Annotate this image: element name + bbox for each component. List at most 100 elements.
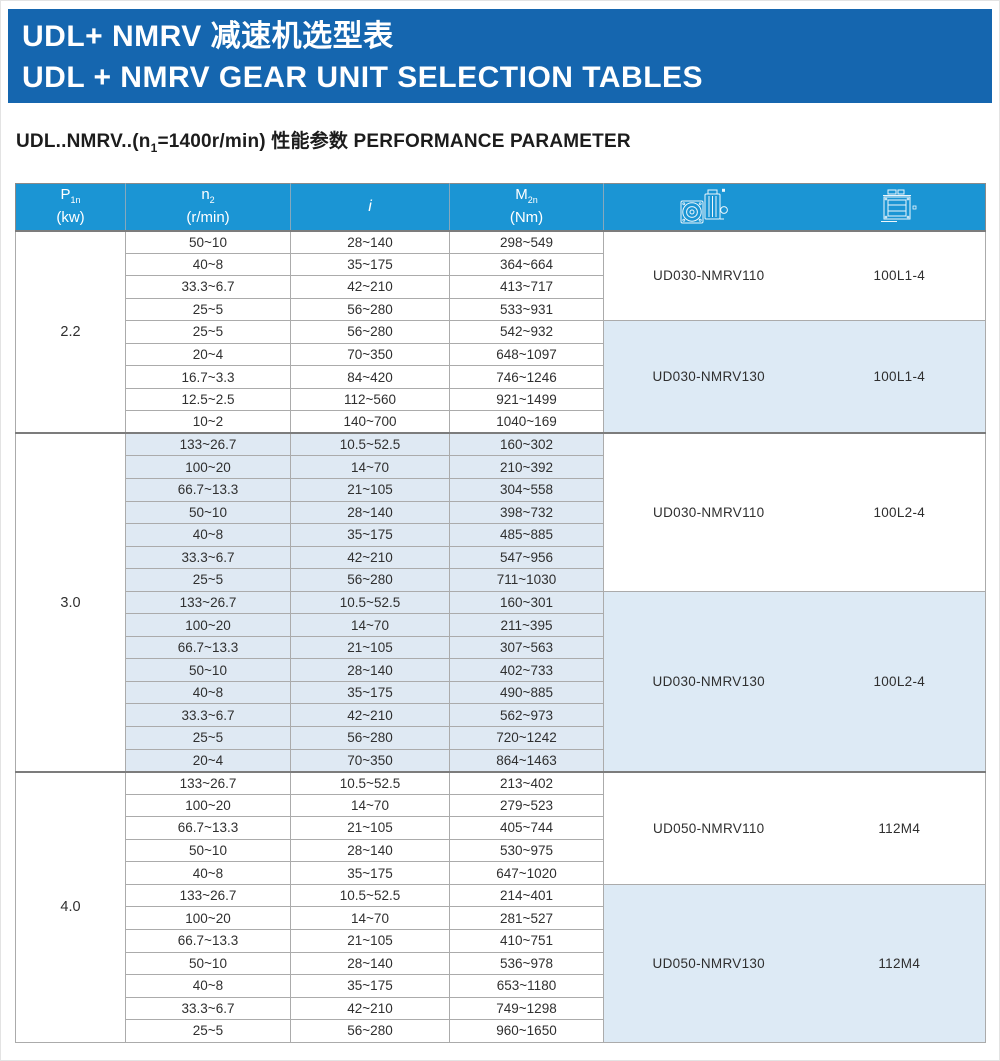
ratio-range-cell: 56~280	[290, 568, 450, 592]
torque-range-cell: 364~664	[449, 252, 604, 277]
ratio-range-cell: 10.5~52.5	[290, 590, 450, 615]
ratio-range-cell: 21~105	[290, 478, 450, 502]
torque-range-cell: 542~932	[449, 320, 604, 344]
ratio-range-cell: 56~280	[290, 320, 450, 344]
table-row: 50~10 28~140 536~978	[16, 951, 986, 976]
torque-range-cell: 562~973	[449, 703, 604, 728]
title-banner: UDL+ NMRV 减速机选型表 UDL + NMRV GEAR UNIT SE…	[8, 9, 992, 103]
gearunit-model: UD030-NMRV110	[653, 268, 765, 284]
subtitle-subscript: 1	[150, 140, 158, 155]
ratio-range-cell: 35~175	[290, 861, 450, 885]
table-row: 33.3~6.7 42~210 413~717	[16, 275, 986, 299]
torque-range-cell: 711~1030	[449, 568, 604, 592]
torque-range-cell: 864~1463	[449, 748, 604, 773]
n2-range-cell: 20~4	[125, 748, 291, 773]
torque-range-cell: 214~401	[449, 883, 604, 908]
power-group-cell: 4.0	[15, 770, 126, 1043]
header-row: P1n (kw) n2 (r/min) i M2n (Nm)	[15, 183, 986, 231]
model-motor-cell: UD050-NMRV110 112M4	[603, 770, 986, 885]
gearunit-model: UD030-NMRV130	[652, 369, 765, 385]
torque-range-cell: 281~527	[449, 906, 604, 930]
motor-icon-wrap	[814, 188, 985, 226]
torque-range-cell: 921~1499	[449, 387, 604, 412]
n2-range-cell: 66.7~13.3	[125, 635, 291, 660]
ratio-range-cell: 56~280	[290, 1019, 450, 1043]
n2-range-cell: 40~8	[125, 974, 291, 998]
ratio-range-cell: 21~105	[290, 816, 450, 840]
table-row: 25~5 56~280 711~1030	[16, 568, 986, 592]
table-row: 3.0 133~26.7 10.5~52.5 160~302 UD030-NMRV110…	[15, 432, 986, 773]
table-row: 20~4 70~350 648~1097	[16, 342, 986, 367]
torque-range-cell: 490~885	[449, 680, 604, 705]
table-row: 40~8 35~175 647~1020	[16, 861, 986, 885]
subtitle-suffix: =1400r/min) 性能参数 PERFORMANCE PARAMETER	[157, 131, 631, 152]
n2-range-cell: 40~8	[125, 861, 291, 885]
table-row: 16.7~3.3 84~420 746~1246	[16, 365, 986, 389]
ratio-range-cell: 42~210	[290, 545, 450, 570]
table-row: 2.2 50~10 28~140 298~549 UD030-NMRV110 100L1-…	[15, 229, 986, 434]
ratio-range-cell: 35~175	[290, 680, 450, 705]
table-row: 40~8 35~175 364~664	[16, 252, 986, 277]
torque-range-cell: 398~732	[449, 500, 604, 525]
torque-range-cell: 410~751	[449, 928, 604, 953]
n2-range-cell: 20~4	[125, 342, 291, 367]
page-title-en: UDL + NMRV GEAR UNIT SELECTION TABLES	[22, 61, 704, 94]
n2-range-cell: 66.7~13.3	[125, 478, 291, 502]
ratio-range-cell: 28~140	[290, 951, 450, 976]
ratio-range-cell: 14~70	[290, 793, 450, 818]
n2-range-cell: 40~8	[125, 680, 291, 705]
ratio-range-cell: 84~420	[290, 365, 450, 389]
ratio-range-cell: 28~140	[290, 500, 450, 525]
ratio-range-cell: 140~700	[290, 410, 450, 434]
gearunit-model: UD050-NMRV110	[653, 820, 765, 836]
torque-range-cell: 211~395	[449, 613, 604, 637]
gearunit-model: UD030-NMRV130	[652, 673, 765, 689]
motor-model: 100L1-4	[873, 369, 926, 385]
ratio-range-cell: 28~140	[290, 658, 450, 682]
ratio-range-cell: 35~175	[290, 523, 450, 547]
torque-range-cell: 648~1097	[449, 342, 604, 367]
ratio-range-cell: 70~350	[290, 342, 450, 367]
table-body: 2.2 50~10 28~140 298~549 UD030-NMRV110 100L1-…	[15, 229, 986, 1043]
ratio-range-cell: 56~280	[290, 297, 450, 322]
n2-range-cell: 16.7~3.3	[125, 365, 291, 389]
n2-range-cell: 25~5	[125, 726, 291, 750]
table-row: 50~10 28~140 402~733	[16, 658, 986, 682]
ratio-range-cell: 28~140	[290, 838, 450, 863]
torque-range-cell: 413~717	[449, 275, 604, 299]
ratio-range-cell: 42~210	[290, 703, 450, 728]
n2-range-cell: 40~8	[125, 523, 291, 547]
model-motor-cell: UD030-NMRV130 100L2-4	[603, 590, 986, 773]
n2-range-cell: 100~20	[125, 906, 291, 930]
torque-range-cell: 547~956	[449, 545, 604, 570]
torque-range-cell: 307~563	[449, 635, 604, 660]
page-title-zh: UDL+ NMRV 减速机选型表	[22, 20, 394, 53]
table-row: 25~5 56~280 533~931	[16, 297, 986, 322]
ratio-range-cell: 10.5~52.5	[290, 883, 450, 908]
torque-range-cell: 536~978	[449, 951, 604, 976]
n2-range-cell: 133~26.7	[125, 770, 291, 795]
ratio-range-cell: 10.5~52.5	[290, 770, 450, 795]
torque-range-cell: 213~402	[449, 770, 604, 795]
ratio-range-cell: 70~350	[290, 748, 450, 773]
torque-range-cell: 160~301	[449, 590, 604, 615]
ratio-range-cell: 14~70	[290, 455, 450, 480]
torque-range-cell: 279~523	[449, 793, 604, 818]
n2-range-cell: 25~5	[125, 1019, 291, 1043]
n2-range-cell: 66.7~13.3	[125, 928, 291, 953]
section-subtitle: UDL..NMRV..(n1=1400r/min) 性能参数 PERFORMAN…	[16, 126, 631, 155]
model-motor-cell: UD030-NMRV130 100L1-4	[603, 320, 986, 434]
table-header: P1n (kw) n2 (r/min) i M2n (Nm)	[15, 183, 986, 231]
ratio-range-cell: 10.5~52.5	[290, 432, 450, 457]
n2-range-cell: 133~26.7	[125, 432, 291, 457]
subtitle-prefix: UDL..NMRV..(n	[16, 131, 151, 152]
ratio-range-cell: 42~210	[290, 996, 450, 1021]
n2-range-cell: 133~26.7	[125, 590, 291, 615]
n2-range-cell: 100~20	[125, 793, 291, 818]
n2-range-cell: 25~5	[125, 297, 291, 322]
n2-range-cell: 100~20	[125, 455, 291, 480]
gearunit-model: UD050-NMRV130	[652, 955, 765, 971]
table-row: 25~5 56~280 960~1650	[16, 1019, 986, 1043]
torque-range-cell: 720~1242	[449, 726, 604, 750]
